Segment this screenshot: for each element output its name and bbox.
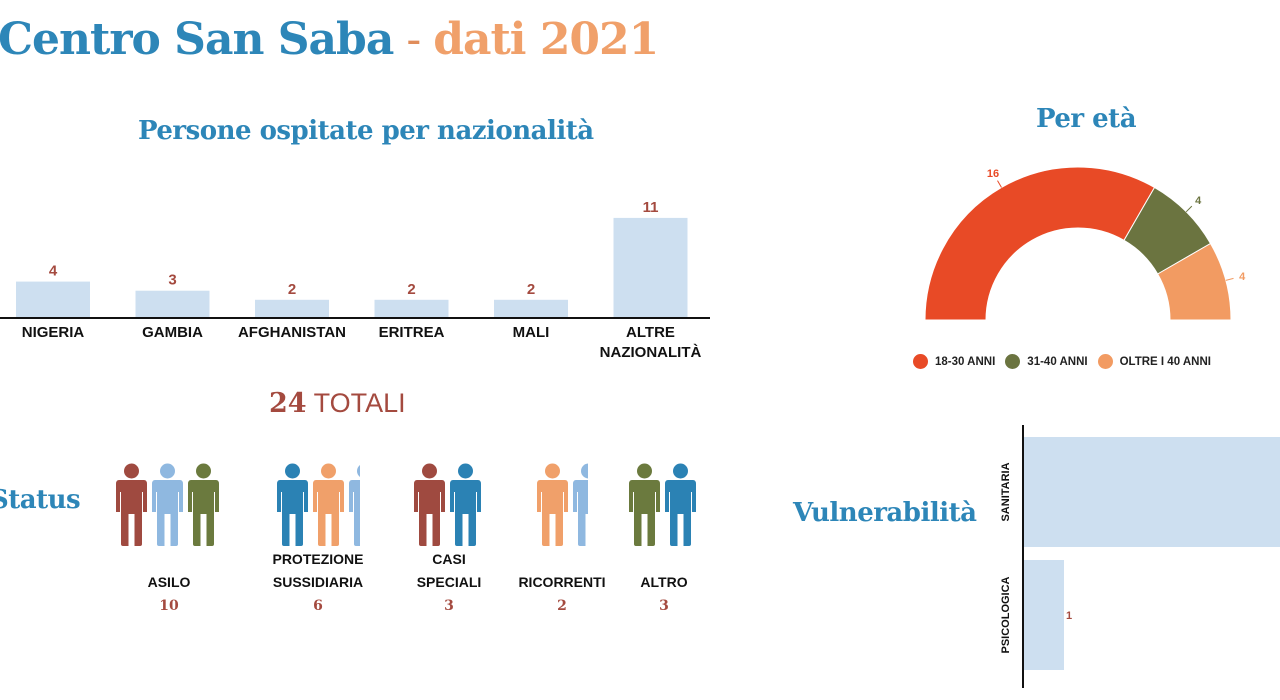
bar-value-label: 4 — [49, 263, 58, 280]
status-value: 6 — [313, 598, 323, 614]
person-icon-blue — [665, 463, 696, 546]
bar-value-label: 2 — [288, 281, 296, 298]
category-label: MALI — [513, 324, 550, 341]
person-icon-green — [629, 463, 660, 546]
status-value: 3 — [659, 598, 669, 614]
nationality-bar-chart: 4 NIGERIA 3 GAMBIA 2 AFGHANISTAN 2 ERITREA 2 MALI… — [0, 199, 710, 361]
status-group: CASI SPECIALI 3 — [374, 462, 524, 614]
total-count: 24 TOTALI — [269, 388, 406, 419]
slice-0 — [924, 166, 1156, 321]
bar-4 — [494, 299, 568, 318]
status-value: 3 — [444, 598, 454, 614]
category-label: GAMBIA — [142, 324, 203, 341]
category-label: NIGERIA — [22, 324, 85, 341]
person-icon-green — [188, 463, 219, 546]
title-separator: - — [393, 14, 434, 65]
slice-value-label: 4 — [1239, 271, 1246, 283]
person-icon-blue — [450, 463, 481, 546]
slice-leader-line — [997, 180, 1002, 188]
status-group: RICORRENTI 2 — [487, 462, 637, 614]
status-value: 10 — [159, 598, 179, 614]
status-label: ASILO — [147, 574, 191, 590]
status-group: PROTEZIONE SUSSIDIARIA 6 — [243, 462, 393, 614]
legend-item: OLTRE I 40 ANNI — [1097, 354, 1211, 369]
bar-1 — [135, 290, 210, 318]
vuln-bar-1 — [1024, 560, 1064, 670]
page-title: Centro San Saba - dati 2021 — [0, 14, 659, 65]
pictogram-row — [536, 462, 588, 548]
category-label: AFGHANISTAN — [238, 324, 346, 341]
legend-item: 18-30 ANNI — [913, 354, 995, 369]
slice-value-label: 16 — [987, 168, 999, 180]
person-icon-blue — [277, 463, 308, 546]
bar-3 — [374, 299, 449, 318]
slice-leader-line — [1225, 277, 1234, 281]
pictogram-row — [276, 462, 360, 548]
vuln-value-label: 1 — [1066, 610, 1072, 622]
category-label: NAZIONALITÀ — [600, 344, 702, 361]
status-group: ALTRO 3 — [589, 462, 739, 614]
slice-value-label: 4 — [1195, 195, 1202, 207]
legend-swatch — [913, 354, 928, 369]
person-icon-red — [414, 463, 445, 546]
bar-value-label: 11 — [643, 199, 659, 216]
status-label: ALTRO — [640, 574, 688, 590]
pictogram-row — [374, 462, 524, 548]
category-label: ALTRE — [626, 324, 675, 341]
age-chart-title: Per età — [1036, 104, 1137, 134]
person-icon-lightblue — [573, 463, 588, 546]
bar-0 — [16, 281, 90, 318]
person-icon-lightblue — [349, 465, 360, 546]
person-icon-orange — [537, 463, 568, 546]
legend-swatch — [1097, 354, 1113, 369]
legend-label: 31-40 ANNI — [1027, 355, 1088, 368]
person-icon-orange — [313, 463, 344, 546]
status-value: 2 — [557, 598, 567, 614]
legend-item: 31-40 ANNI — [1005, 354, 1088, 369]
slice-2 — [1156, 242, 1232, 321]
total-label: TOTALI — [306, 388, 406, 418]
bar-2 — [255, 299, 329, 318]
pictogram-row — [94, 462, 244, 548]
bar-value-label: 3 — [168, 272, 176, 289]
slice-leader-line — [1185, 205, 1193, 213]
status-label: RICORRENTI — [518, 574, 606, 590]
person-icon-lightblue — [152, 463, 183, 546]
age-legend: 18-30 ANNI 31-40 ANNI OLTRE I 40 ANNI — [913, 354, 1211, 369]
legend-swatch — [1005, 354, 1021, 369]
vuln-category-label: SANITARIA — [1000, 462, 1012, 521]
title-main: Centro San Saba — [0, 14, 394, 65]
status-group: ASILO 10 — [94, 462, 244, 614]
status-label: CASI SPECIALI — [416, 551, 482, 590]
status-label: PROTEZIONE SUSSIDIARIA — [272, 551, 364, 590]
vuln-category-label: PSICOLOGICA — [1000, 576, 1012, 653]
bar-5 — [613, 217, 688, 318]
category-label: ERITREA — [379, 324, 445, 341]
bar-value-label: 2 — [407, 281, 415, 298]
pictogram-row — [589, 462, 739, 548]
status-title: Status — [0, 485, 81, 515]
nationality-chart-title: Persone ospitate per nazionalità — [138, 116, 594, 146]
total-number: 24 — [269, 388, 307, 419]
legend-label: OLTRE I 40 ANNI — [1119, 355, 1211, 368]
vulnerability-bar-chart: SANITARIA PSICOLOGICA 1 — [1000, 425, 1280, 688]
person-icon-red — [116, 463, 147, 546]
vulnerability-title: Vulnerabilità — [793, 498, 977, 528]
legend-label: 18-30 ANNI — [935, 355, 996, 368]
bar-value-label: 2 — [527, 281, 535, 298]
title-accent: dati 2021 — [433, 14, 659, 65]
vuln-bar-0 — [1024, 437, 1280, 547]
